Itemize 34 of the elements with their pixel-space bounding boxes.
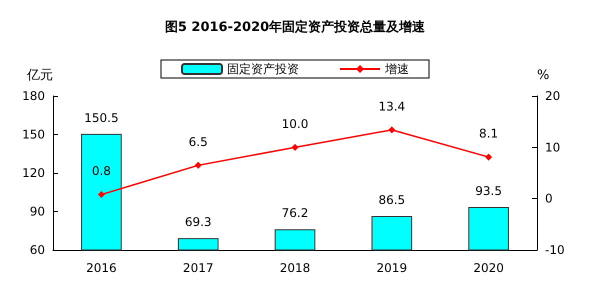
data-label: 8.1 [479, 126, 498, 141]
point [292, 144, 298, 151]
y2-tick-label: 0 [545, 192, 553, 206]
point [194, 162, 202, 169]
x-tick-label: 2016 [86, 261, 117, 275]
x-tick-label: 2018 [280, 261, 310, 275]
data-label: 76.2 [282, 206, 308, 220]
y-tick-label: 180 [22, 89, 45, 103]
data-label: 86.5 [378, 192, 406, 207]
chart-title: 图5 2016-2020年固定资产投资总量及增速 [164, 19, 426, 35]
y-tick-label: 120 [22, 166, 45, 180]
data-label: 93.5 [475, 184, 502, 198]
point [98, 191, 105, 198]
legend-label: 固定资产投资 [227, 62, 299, 76]
y2-axis-title: % [537, 68, 550, 83]
y2-tick-label: -10 [545, 243, 565, 257]
x-tick-label: 2020 [473, 261, 504, 275]
data-label: 150.5 [84, 110, 119, 125]
data-label: 69.3 [184, 215, 212, 230]
y2-tick-label: 20 [545, 89, 560, 103]
x-tick-label: 2019 [376, 261, 408, 275]
point [485, 154, 492, 161]
y-tick-label: 60 [30, 243, 45, 257]
data-label: 13.4 [378, 99, 406, 114]
data-label: 6.5 [188, 134, 208, 149]
y-axis-title: 亿元 [26, 68, 53, 83]
y2-tick-label: 10 [545, 140, 560, 154]
data-label: 0.8 [92, 164, 111, 178]
x-tick-label: 2017 [182, 261, 214, 275]
point [388, 126, 396, 134]
legend-label: 增速 [384, 62, 409, 76]
data-label: 10.0 [282, 116, 308, 131]
y-tick-label: 90 [30, 204, 45, 218]
y-tick-label: 150 [22, 128, 45, 142]
